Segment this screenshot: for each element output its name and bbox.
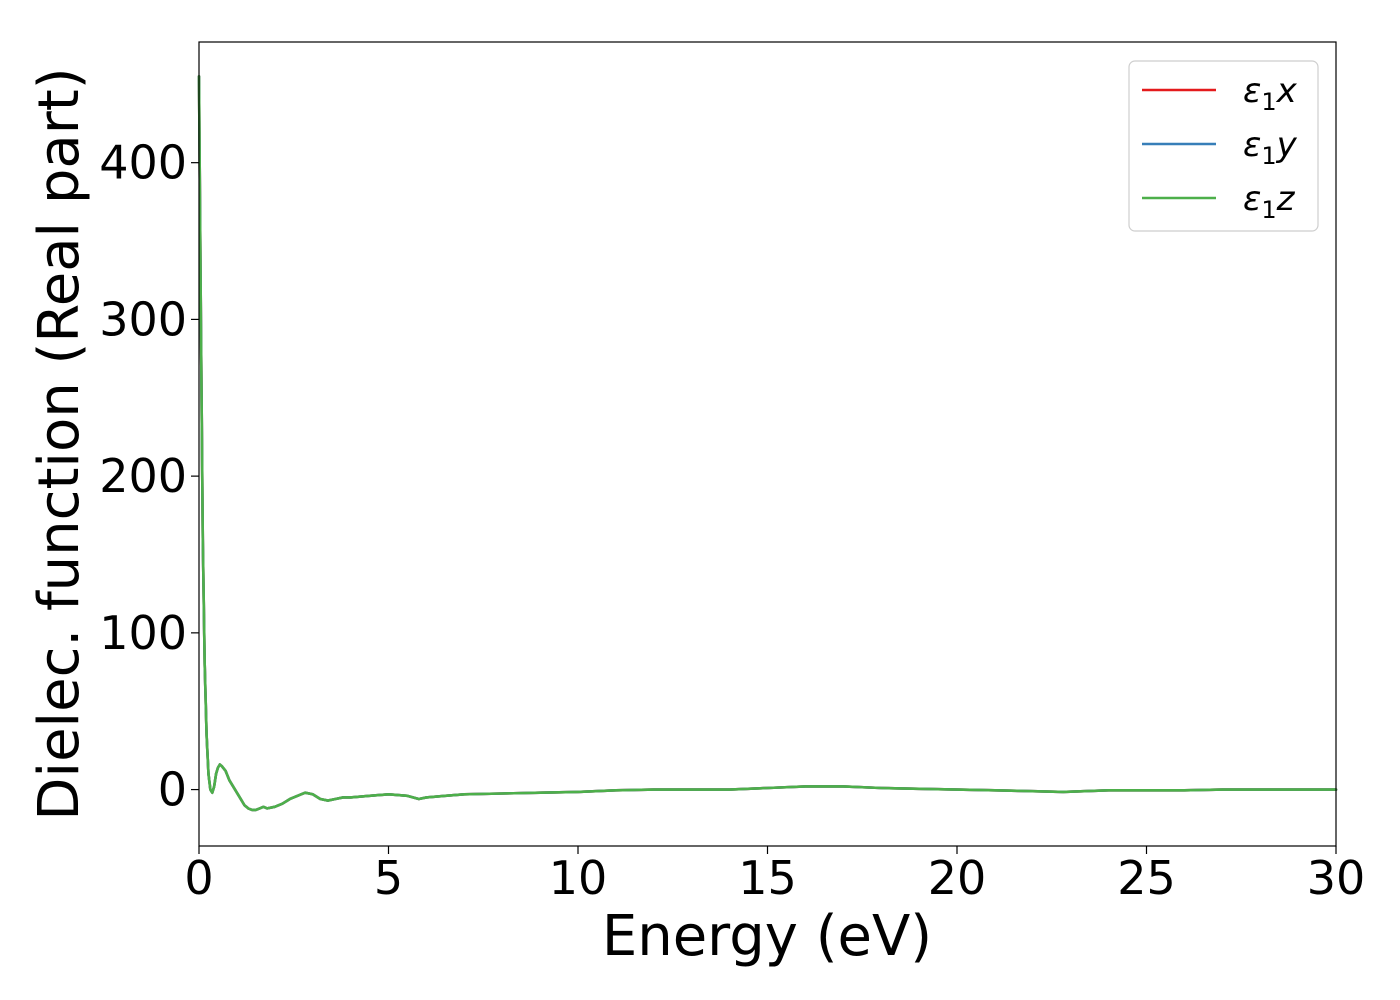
plot-frame bbox=[198, 41, 1337, 847]
y-axis-ticks: 0 100 200 300 400 bbox=[99, 136, 199, 817]
legend-label-z: ε1z bbox=[1243, 179, 1296, 224]
x-tick-label: 20 bbox=[928, 851, 987, 905]
x-tick-label: 30 bbox=[1307, 851, 1366, 905]
series-line-z bbox=[197, 75, 1338, 812]
y-tick-label: 0 bbox=[158, 763, 187, 817]
legend-label-x: ε1x bbox=[1243, 71, 1298, 116]
y-tick-label: 400 bbox=[99, 136, 187, 190]
y-tick-label: 200 bbox=[99, 449, 187, 503]
x-axis-label: Energy (eV) bbox=[602, 904, 932, 969]
legend-frame bbox=[1128, 60, 1319, 232]
y-tick-label: 100 bbox=[99, 606, 187, 660]
x-tick-label: 10 bbox=[549, 851, 608, 905]
legend: ε1x ε1y ε1z bbox=[1128, 60, 1319, 232]
legend-label-y: ε1y bbox=[1243, 125, 1298, 170]
x-axis-ticks: 0 5 10 15 20 25 30 bbox=[184, 846, 1365, 905]
series-lines bbox=[197, 75, 1338, 812]
y-axis-label: Dielec. function (Real part) bbox=[27, 67, 92, 820]
x-tick-label: 15 bbox=[738, 851, 797, 905]
x-tick-label: 5 bbox=[374, 851, 403, 905]
y-tick-label: 300 bbox=[99, 292, 187, 346]
x-tick-label: 25 bbox=[1117, 851, 1176, 905]
x-tick-label: 0 bbox=[184, 851, 213, 905]
